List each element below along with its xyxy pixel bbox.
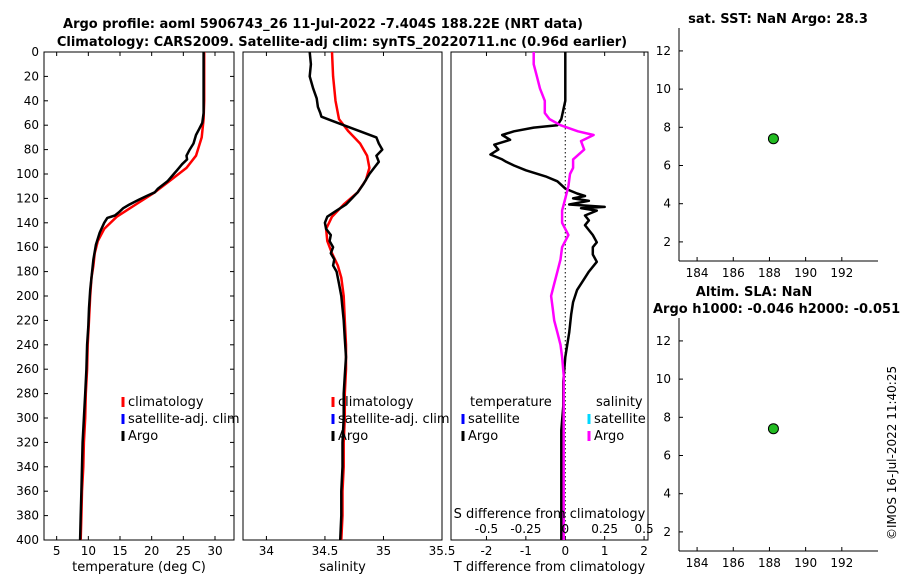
sst_map-ytick-label: 8 [663,120,671,134]
salinity-legend-label: satellite-adj. clim [338,412,450,427]
temperature-xtick-label: 20 [144,544,159,558]
sla_map-ytick-label: 12 [656,334,671,348]
salinity-legend-label: climatology [338,395,414,410]
difference-temperature-legend-label: satellite [468,412,520,427]
temperature-ytick-label: 60 [24,118,39,132]
sla_map-ytick-label: 10 [656,372,671,386]
temperature-xtick-label: 15 [112,544,127,558]
temperature-xtick-label: 10 [81,544,96,558]
temperature-ytick-label: 360 [16,484,39,498]
figure-title-line1: Argo profile: aoml 5906743_26 11-Jul-202… [63,17,583,32]
difference-s-tick-label: -0.5 [475,522,498,536]
figure-title-line2: Climatology: CARS2009. Satellite-adj cli… [57,35,627,50]
temperature-legend-label: satellite-adj. clim [128,412,240,427]
temperature-legend-label: climatology [128,395,204,410]
temperature-ytick-label: 280 [16,387,39,401]
temperature-ytick-label: 20 [24,69,39,83]
difference-xtick-label: 1 [601,544,609,558]
salinity-series-climatology [324,51,371,541]
sst_map-ytick-label: 10 [656,82,671,96]
temperature-ytick-label: 320 [16,435,39,449]
sla_map-xtick-label: 190 [794,556,817,570]
temperature-ytick-label: 260 [16,362,39,376]
sst_map-ytick-label: 4 [663,197,671,211]
temperature-ytick-label: 340 [16,460,39,474]
sst_map-ytick-label: 2 [663,235,671,249]
difference-xtick-label: -2 [480,544,492,558]
sst_map-xtick-label: 192 [830,266,853,280]
difference-s-tick-label: 0 [561,522,569,536]
temperature-ytick-label: 180 [16,265,39,279]
sst-map-title: sat. SST: NaN Argo: 28.3 [688,12,868,27]
temperature-ytick-label: 100 [16,167,39,181]
salinity-xtick-label: 34.5 [312,544,339,558]
difference-series-s-diff-argo [532,52,595,540]
temperature-ytick-label: 220 [16,313,39,327]
temperature-axes-frame [43,51,235,541]
sla_map-ytick-label: 2 [663,525,671,539]
temperature-xtick-label: 30 [207,544,222,558]
difference-axes-frame [450,51,649,541]
temperature-xlabel: temperature (deg C) [72,560,206,575]
salinity-series-argo [308,51,384,541]
salinity-xlabel: salinity [319,560,366,575]
difference-s-xlabel: S difference from climatology [454,507,646,522]
temperature-ytick-label: 120 [16,191,39,205]
difference-temperature-legend-label: Argo [468,429,498,444]
difference-xtick-label: 0 [561,544,569,558]
sla_map-xtick-label: 184 [686,556,709,570]
sst_map-xtick-label: 186 [722,266,745,280]
difference-series-t-diff-argo [489,52,606,540]
salinity-xtick-label: 35 [376,544,391,558]
temperature-xtick-label: 25 [176,544,191,558]
temperature-ytick-label: 0 [31,45,39,59]
difference-legend-salinity-title: salinity [596,395,643,410]
temperature-ytick-label: 380 [16,509,39,523]
sla_map-xtick-label: 186 [722,556,745,570]
sla-map-title-line2: Argo h1000: -0.046 h2000: -0.051 [653,302,900,317]
sst_map-ytick-label: 12 [656,44,671,58]
sla_map-ytick-label: 6 [663,449,671,463]
difference-t-xlabel: T difference from climatology [453,560,646,575]
salinity-xtick-label: 35.5 [429,544,456,558]
difference-legend-temperature-title: temperature [470,395,552,410]
sla_map-xtick-label: 192 [830,556,853,570]
sst_map-ytick-label: 6 [663,159,671,173]
sst_map-xtick-label: 188 [758,266,781,280]
temperature-ytick-label: 200 [16,289,39,303]
sla-map-title-line1: Altim. SLA: NaN [696,285,812,300]
temperature-ytick-label: 80 [24,143,39,157]
temperature-legend-label: Argo [128,429,158,444]
sst_map-xtick-label: 190 [794,266,817,280]
difference-s-tick-label: 0.5 [635,522,654,536]
plot-panels: 5 10 15 20 25 3002040608010012014016018020022… [16,12,900,575]
temperature-ytick-label: 240 [16,338,39,352]
salinity-legend-label: Argo [338,429,368,444]
temperature-ytick-label: 40 [24,94,39,108]
sst_map-xtick-label: 184 [686,266,709,280]
sla_map-ytick-label: 8 [663,410,671,424]
temperature-series-climatology [79,52,206,541]
temperature-ytick-label: 300 [16,411,39,425]
difference-s-tick-label: -0.25 [510,522,541,536]
sla_map-ytick-label: 4 [663,487,671,501]
temperature-ytick-label: 400 [16,533,39,547]
imos-watermark: ©IMOS 16-Jul-2022 11:40:25 [885,366,899,540]
difference-xtick-label: -1 [520,544,532,558]
temperature-ytick-label: 160 [16,240,39,254]
salinity-xtick-label: 34 [259,544,274,558]
difference-s-tick-label: 0.25 [591,522,618,536]
temperature-xtick-label: 5 [53,544,61,558]
difference-salinity-legend-label: satellite [594,412,646,427]
sst_map-argo-position-marker [767,133,779,145]
difference-salinity-legend-label: Argo [594,429,624,444]
sla_map-xtick-label: 188 [758,556,781,570]
difference-xtick-label: 2 [640,544,648,558]
temperature-series-argo [78,52,205,541]
sla_map-argo-position-marker [767,423,779,435]
temperature-ytick-label: 140 [16,216,39,230]
